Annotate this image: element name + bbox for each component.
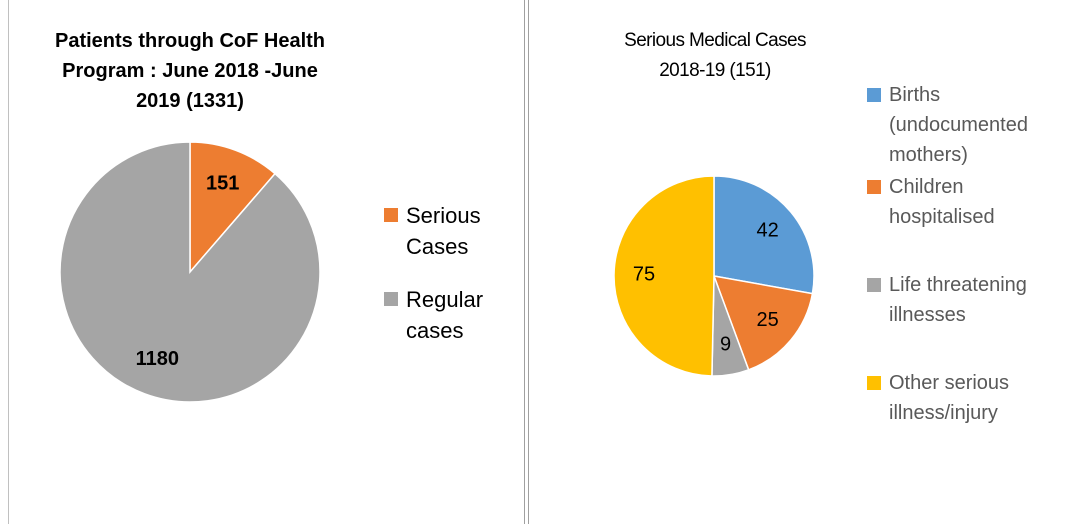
pie-slice xyxy=(713,175,815,295)
legend-entry: Births (undocumented mothers) xyxy=(867,80,1067,170)
legend: Serious Cases Regular cases xyxy=(384,200,514,346)
data-label: 25 xyxy=(757,309,779,331)
legend-swatch xyxy=(384,292,398,306)
legend-swatch xyxy=(867,180,881,194)
pie-slice xyxy=(59,141,321,403)
chart-title: Serious Medical Cases 2018-19 (151) xyxy=(624,30,806,81)
legend-entry: Life threatening illnesses xyxy=(867,270,1067,330)
legend-label: Regular cases xyxy=(406,287,484,343)
pie-slice xyxy=(189,141,277,275)
data-label: 42 xyxy=(757,219,779,241)
chart-title: Patients through CoF Health Program : Ju… xyxy=(55,30,325,112)
legend-swatch xyxy=(867,278,881,292)
data-label: 75 xyxy=(633,264,655,286)
legend-label: Children hospitalised xyxy=(889,176,995,228)
legend-swatch xyxy=(384,208,398,222)
legend: Births (undocumented mothers) Children ho… xyxy=(867,80,1067,428)
legend-entry: Serious Cases xyxy=(384,200,514,262)
legend-swatch xyxy=(867,88,881,102)
legend-entry: Children hospitalised xyxy=(867,172,1067,232)
pie-slice xyxy=(712,275,814,371)
legend-label: Other serious illness/injury xyxy=(889,372,1010,424)
legend-entry: Regular cases xyxy=(384,284,514,346)
legend-label: Births (undocumented mothers) xyxy=(889,84,1028,166)
data-label: 1180 xyxy=(136,348,179,370)
legend-label: Life threatening illnesses xyxy=(889,274,1027,326)
data-label: 151 xyxy=(206,173,239,195)
data-label: 9 xyxy=(720,333,731,355)
legend-label: Serious Cases xyxy=(406,203,481,259)
pie-slice xyxy=(613,175,715,377)
legend-swatch xyxy=(867,376,881,390)
legend-entry: Other serious illness/injury xyxy=(867,368,1067,428)
